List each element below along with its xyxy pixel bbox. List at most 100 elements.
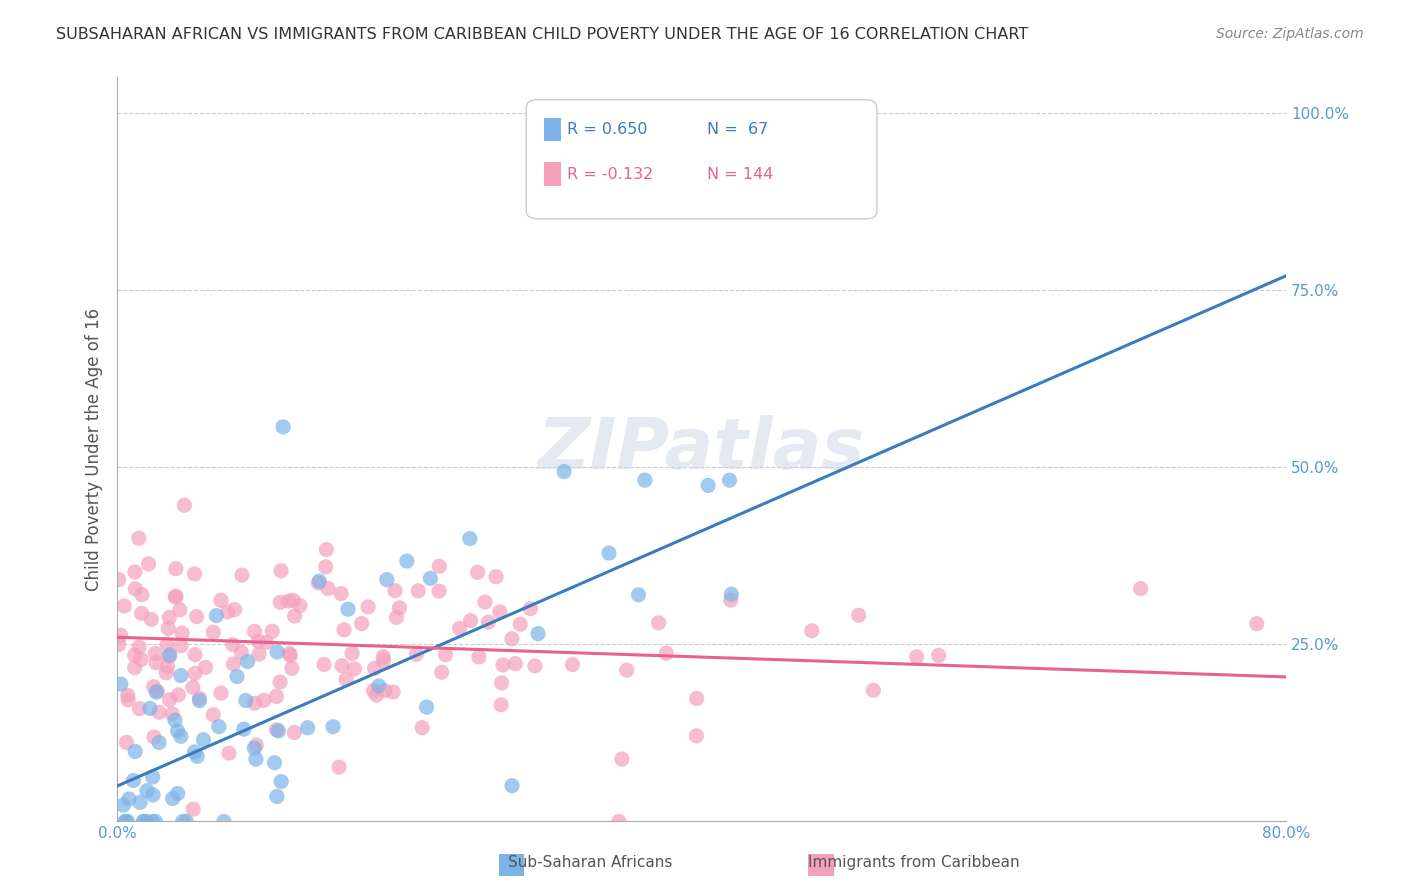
Point (343, 662, 366, 676)
Point (247, 634, 270, 648)
Point (222, 657, 245, 671)
Point (209, 686, 232, 700)
Point (170, 730, 193, 744)
Point (128, 701, 150, 715)
Point (217, 605, 239, 619)
Point (634, 473, 657, 487)
Point (335, 673, 357, 687)
Point (142, 788, 165, 802)
Point (366, 688, 388, 702)
Point (145, 656, 167, 670)
Point (132, 814, 155, 829)
Point (266, 789, 288, 804)
Point (316, 582, 339, 596)
Point (159, 648, 181, 662)
Point (131, 607, 153, 621)
Bar (499, 854, 524, 876)
Point (184, 648, 207, 662)
Point (209, 593, 232, 607)
Point (373, 654, 395, 668)
Point (283, 725, 305, 739)
Point (489, 698, 512, 712)
Point (157, 649, 180, 664)
Point (307, 576, 329, 591)
Text: Sub-Saharan Africans: Sub-Saharan Africans (509, 855, 672, 870)
Point (226, 669, 249, 683)
Point (357, 599, 380, 614)
Point (117, 688, 139, 702)
Point (485, 570, 508, 584)
Point (112, 798, 135, 813)
Point (156, 659, 179, 673)
Point (492, 657, 515, 672)
Point (167, 688, 190, 702)
Point (224, 602, 246, 616)
Point (183, 566, 205, 581)
Point (427, 584, 450, 599)
Point (231, 645, 253, 659)
Point (146, 684, 169, 698)
FancyBboxPatch shape (544, 118, 561, 142)
Point (267, 723, 290, 738)
Y-axis label: Child Poverty Under the Age of 16: Child Poverty Under the Age of 16 (86, 308, 103, 591)
Text: N =  67: N = 67 (707, 122, 769, 137)
Point (388, 600, 411, 615)
Point (270, 564, 292, 578)
Point (218, 746, 240, 760)
Point (157, 610, 180, 624)
Point (193, 732, 215, 747)
Point (202, 625, 225, 640)
Point (243, 741, 266, 756)
Point (172, 814, 194, 829)
Point (172, 626, 194, 640)
Point (112, 599, 135, 613)
Point (367, 679, 389, 693)
Point (406, 583, 429, 598)
Point (269, 675, 291, 690)
Point (312, 657, 335, 672)
Point (163, 713, 186, 727)
Point (148, 735, 170, 749)
Point (169, 603, 191, 617)
Point (405, 648, 427, 662)
Point (262, 624, 284, 639)
Bar (808, 854, 834, 876)
Point (686, 691, 709, 706)
Point (166, 787, 188, 801)
Text: N = 144: N = 144 (707, 167, 773, 182)
Point (128, 531, 150, 545)
Point (277, 594, 299, 608)
Point (114, 814, 136, 829)
Point (297, 721, 319, 735)
Point (800, 624, 823, 638)
Point (143, 730, 166, 744)
Point (616, 663, 638, 677)
Point (132, 814, 155, 829)
Point (280, 648, 302, 663)
Point (124, 660, 146, 674)
Point (243, 696, 266, 710)
Point (186, 609, 208, 624)
Point (519, 601, 541, 615)
Point (181, 681, 204, 695)
Text: SUBSAHARAN AFRICAN VS IMMIGRANTS FROM CARIBBEAN CHILD POVERTY UNDER THE AGE OF 1: SUBSAHARAN AFRICAN VS IMMIGRANTS FROM CA… (56, 27, 1029, 42)
Point (142, 770, 165, 784)
Point (160, 706, 183, 721)
Point (263, 756, 285, 770)
Point (243, 624, 266, 639)
Point (373, 649, 395, 664)
Point (598, 546, 620, 560)
Point (382, 685, 405, 699)
Point (222, 638, 245, 652)
Point (509, 617, 531, 632)
Point (449, 621, 471, 635)
Point (124, 744, 146, 758)
Point (188, 691, 211, 706)
Point (173, 498, 195, 512)
Point (205, 608, 228, 623)
Point (283, 593, 305, 607)
Point (231, 568, 253, 582)
Point (284, 609, 307, 624)
Point (315, 560, 337, 574)
Point (170, 668, 193, 682)
